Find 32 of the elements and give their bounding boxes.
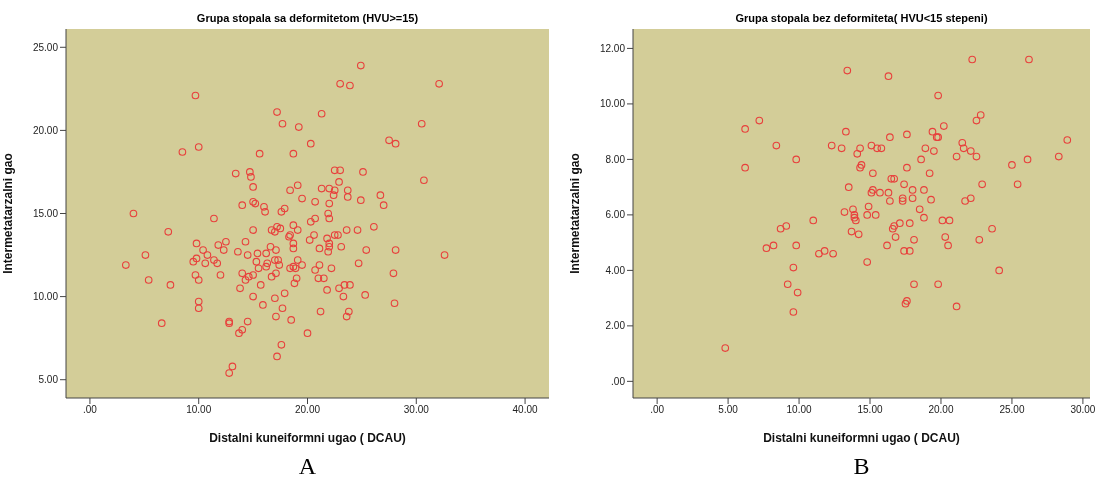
text: B (852, 453, 871, 480)
y-tick-label: 10.00 (32, 291, 59, 303)
x-tick-label: .00 (650, 404, 665, 416)
x-tick-label: 30.00 (403, 404, 430, 416)
chart-title: Grupa stopala sa deformitetom (HVU>=15) (195, 12, 420, 24)
chart-title: Grupa stopala bez deformiteta( HVU<15 stepeni) (734, 12, 989, 24)
x-tick-label: 15.00 (857, 404, 883, 416)
y-axis-title: Intermetatarzalni gao (1, 153, 16, 274)
x-tick-label: 25.00 (999, 404, 1025, 416)
y-tick-label: 10.00 (599, 98, 626, 110)
x-tick-label: 5.00 (718, 404, 739, 416)
y-tick-label: .00 (611, 375, 626, 387)
x-tick-label: .00 (82, 404, 98, 416)
text: A (297, 453, 318, 480)
y-tick-label: 25.00 (32, 41, 59, 53)
x-tick-label: 10.00 (786, 404, 812, 416)
y-tick-label: 12.00 (599, 42, 626, 54)
x-tick-label: 40.00 (512, 404, 539, 416)
y-tick-label: 2.00 (605, 320, 626, 332)
x-tick-label: 30.00 (1070, 404, 1096, 416)
y-axis-title: Intermetatarzalni gao (568, 153, 583, 274)
y-tick-label: 20.00 (32, 124, 59, 136)
y-tick-label: 6.00 (605, 209, 626, 221)
x-tick-label: 20.00 (928, 404, 954, 416)
x-tick-label: 20.00 (294, 404, 321, 416)
y-tick-label: 15.00 (32, 208, 59, 220)
y-tick-label: 4.00 (605, 264, 626, 276)
x-axis-title: Distalni kuneiformni ugao ( DCAU) (763, 431, 960, 445)
y-tick-label: 5.00 (38, 374, 59, 386)
x-tick-label: 10.00 (186, 404, 212, 416)
x-axis-title: Distalni kuneiformni ugao ( DCAU) (209, 431, 406, 445)
y-tick-label: 8.00 (605, 153, 626, 165)
